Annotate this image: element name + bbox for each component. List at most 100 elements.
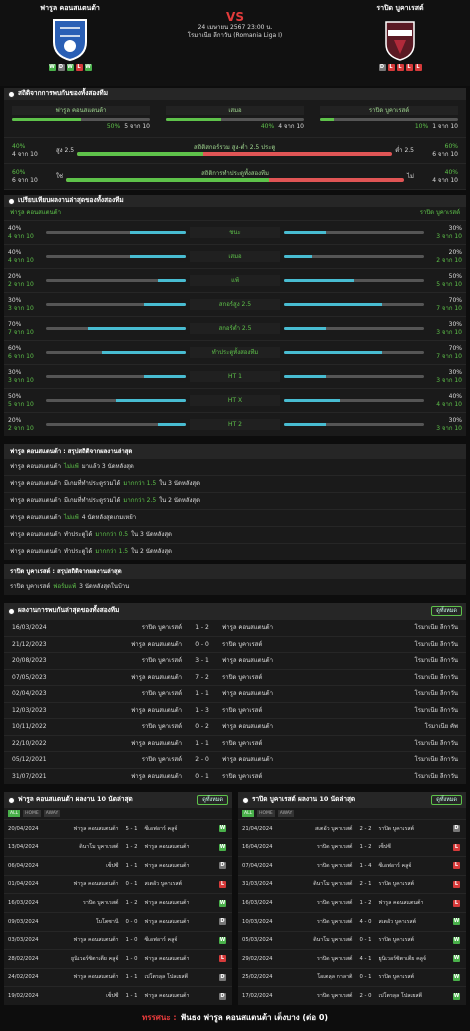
outcome-pct: 50% [106, 123, 121, 131]
tab[interactable]: AWAY [43, 810, 61, 817]
score: 1 - 1 [195, 690, 209, 698]
recent-row: 07/04/2024 ราปิด บูคาเรสต์ 1 - 4 ซีเอฟอาร์ … [238, 856, 466, 875]
summary-title: ฟารูล คอนสแตนต้า : สรุปสถิติจากผลงานล่าส… [10, 447, 133, 455]
recent-column: ฟารูล คอนสแตนต้า ผลงาน 10 นัดล่าสุด ดูทั้… [4, 792, 232, 1005]
home-team: ยูนิเวอร์ซิตาเตีย คลูจ์ [71, 955, 119, 962]
tab[interactable]: HOME [23, 810, 41, 817]
home-team: ราปิด บูคาเรสต์ [316, 918, 353, 925]
section-title: ราปิด บูคาเรสต์ ผลงาน 10 นัดล่าสุด [252, 795, 356, 804]
h2h-matches: ผลงานการพบกันล่าสุดของทั้งสองทีม ดูทั้งหม… [4, 603, 466, 784]
bar-track [46, 279, 186, 282]
view-all-button[interactable]: ดูทั้งหมด [431, 605, 462, 617]
bar-fill [130, 255, 186, 258]
score: 2 - 0 [359, 992, 372, 999]
recent-row: 13/04/2024 ดินาโม บูคาเรสต์ 1 - 2 ฟารูล คอน… [4, 837, 232, 857]
match-row: 07/05/2023 ฟารูล คอนสแตนต้า 7 - 2 ราปิด บูค… [4, 668, 466, 686]
bar-fill [88, 327, 186, 330]
left-stat: 40% 4 จาก 10 [12, 143, 52, 157]
summary-line: ฟารูล คอนสแตนต้า มีเกมที่ทำประตูรวมได้ มาก… [4, 475, 466, 492]
away-pct: 20% [448, 249, 462, 257]
home-team: ราปิด บูคาเรสต์ [316, 900, 353, 906]
verdict-label: ทรรศนะ : [141, 1013, 177, 1023]
compare-away: ราปิด บูคาเรสต์ [419, 209, 460, 216]
away-stat: 30% 3 จาก 10 [428, 225, 462, 239]
home-team: ราปิด บูคาเรสต์ [316, 955, 353, 962]
home-count: 5 จาก 10 [8, 400, 34, 408]
home-pct: 50% [8, 393, 22, 401]
section-header: ฟารูล คอนสแตนต้า ผลงาน 10 นัดล่าสุด ดูทั้… [4, 792, 232, 808]
view-all-button[interactable]: ดูทั้งหมด [197, 794, 228, 806]
home-team: โบโตซานี [95, 918, 119, 925]
recent-row: 05/03/2024 ดินาโม บูคาเรสต์ 0 - 1 ราปิด บูค… [238, 930, 466, 950]
line-stat: 60% 6 จาก 10 ใช่ สถิติการทำประตูทั้งสองทีม ไ… [4, 164, 466, 190]
home-team: ราปิด บูคาเรสต์ [316, 844, 353, 851]
match-row: 20/08/2023 ราปิด บูคาเรสต์ 3 - 1 ฟารูล คอนส… [4, 652, 466, 669]
tab[interactable]: ALL [8, 810, 21, 817]
right-label: ต่ำ 2.5 [395, 146, 414, 154]
home-team: ดินาโม บูคาเรสต์ [79, 844, 119, 851]
tabs: ALL HOME AWAY [4, 808, 232, 819]
score: 0 - 1 [195, 772, 209, 780]
right-stat: 40% 4 จาก 10 [418, 169, 458, 183]
match-date: 21/12/2023 [12, 640, 47, 648]
home-team: ดินาโม บูคาเรสต์ [313, 937, 353, 944]
section-header: เปรียบเทียบผลงานล่าสุดของทั้งสองทีม [4, 195, 466, 207]
bar-fill [116, 399, 186, 402]
view-all-button[interactable]: ดูทั้งหมด [431, 794, 462, 806]
home-count: 4 จาก 10 [8, 232, 34, 240]
result-badge: L [453, 899, 460, 907]
result-badge: W [453, 936, 460, 944]
bar-track [284, 231, 424, 234]
away-logo [385, 21, 415, 62]
match-row: 31/07/2021 ฟารูล คอนสแตนต้า 0 - 1 ราปิด บูค… [4, 767, 466, 785]
match-date: 05/03/2024 [242, 937, 273, 944]
league: โรมาเนีย ลีกาวัน [414, 640, 459, 648]
right-label: ไม่ [407, 172, 414, 180]
bar-fill [284, 375, 326, 378]
away-team: ยูนิเวอร์ซิตาเตีย คลูจ์ [378, 955, 426, 962]
home-stat: 50% 5 จาก 10 [8, 393, 42, 407]
away-count: 4 จาก 10 [436, 400, 462, 408]
away-count: 7 จาก 10 [436, 352, 462, 360]
bar-track [284, 423, 424, 426]
line-bar: สูง 2.5 สถิติสกอร์รวม สูง-ต่ำ 2.5 ประตู ต่… [56, 144, 414, 158]
compare-row: 20% 2 จาก 10 แพ้ 50% 5 จาก 10 [4, 268, 466, 292]
bar-fill [284, 231, 326, 234]
section-title: ผลงานการพบกันล่าสุดของทั้งสองทีม [18, 606, 120, 615]
league: โรมาเนีย ลีกาวัน [414, 673, 459, 681]
outcome-nums: 10% 1 จาก 10 [320, 123, 458, 130]
away-pct: 70% [448, 345, 462, 353]
away-count: 3 จาก 10 [436, 328, 462, 336]
match-date: 07/04/2024 [242, 862, 273, 869]
league: โรมาเนีย ลีกาวัน [414, 657, 459, 665]
compare-label: สกอร์ต่ำ 2.5 [190, 322, 280, 335]
tab[interactable]: HOME [257, 810, 275, 817]
summary-team: ราปิด บูคาเรสต์ [10, 583, 51, 591]
compare-label: แพ้ [190, 274, 280, 287]
home-team: เซ็ปซี [106, 992, 119, 999]
away-team: ฟารูล คอนสแตนต้า [222, 624, 273, 632]
tab[interactable]: ALL [242, 810, 255, 817]
away-team: ฟารูล คอนสแตนต้า [144, 955, 190, 962]
left-count: 6 จาก 10 [12, 176, 38, 184]
summary-title: ราปิด บูคาเรสต์ : สรุปสถิติจากผลงานล่าสุ… [10, 567, 122, 575]
bar-fill [284, 279, 354, 282]
summary-team: ฟารูล คอนสแตนต้า [10, 548, 61, 556]
bar-track [12, 118, 150, 122]
line-label: สถิติการทำประตูทั้งสองทีม [201, 169, 269, 177]
bar-track [284, 375, 424, 378]
home-pct: 60% [8, 345, 22, 353]
split-fill [66, 177, 269, 182]
recent-row: 09/03/2024 โบโตซานี 0 - 0 ฟารูล คอนสแตนต้า D [4, 911, 232, 931]
summary-rest: ใน 2 นัดหลังสุด [159, 497, 200, 505]
right-count: 6 จาก 10 [432, 150, 458, 158]
summary-line: ฟารูล คอนสแตนต้า ไม่แพ้ มาแล้ว 3 นัดหลังสุ… [4, 458, 466, 475]
bar-fill [320, 118, 334, 122]
tab[interactable]: AWAY [277, 810, 295, 817]
result-badge: W [219, 936, 226, 944]
home-stat: 20% 2 จาก 10 [8, 273, 42, 287]
score: 1 - 1 [195, 739, 209, 747]
recent-row: 21/04/2024 สเตอัว บูคาเรสต์ 2 - 2 ราปิด บูค… [238, 819, 466, 838]
bar-fill [284, 399, 340, 402]
home-team: ดินาโม บูคาเรสต์ [313, 881, 353, 888]
